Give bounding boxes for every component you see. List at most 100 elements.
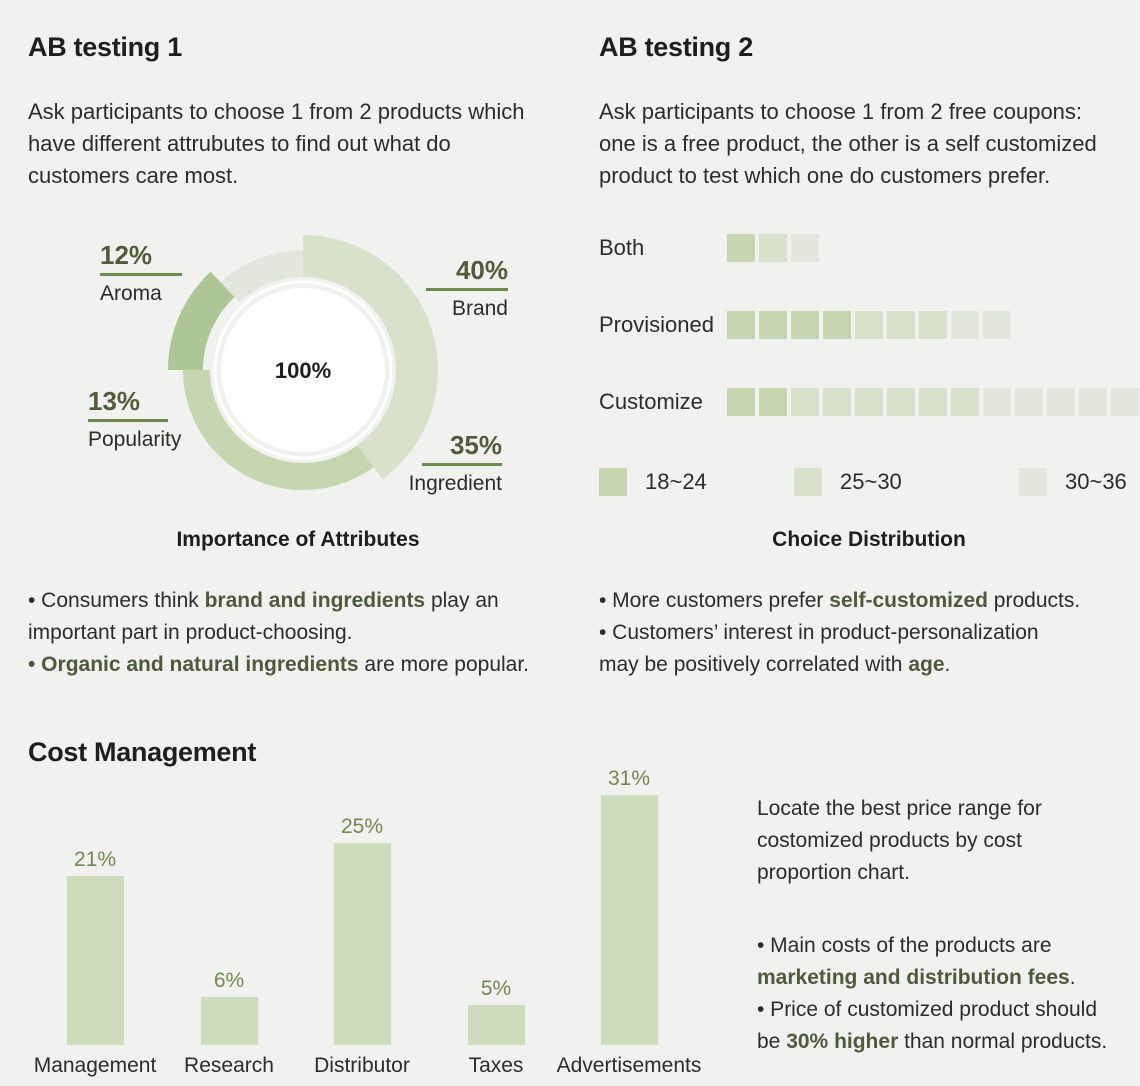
- choice-row-label-customize: Customize: [599, 389, 703, 414]
- donut-slice-aroma: [220, 250, 303, 303]
- ab2-bullet-2-bold: age: [908, 653, 945, 676]
- cost-desc-line-1: Locate the best price range for: [757, 797, 1042, 820]
- cost-description: Locate the best price range for costomiz…: [757, 793, 1137, 889]
- donut-label-brand-rule: [426, 288, 508, 291]
- ab1-bullet-1: • Consumers think brand and ingredients …: [28, 585, 588, 617]
- legend-label-25-30: 25~30: [840, 469, 902, 494]
- donut-label-brand: 40% Brand: [426, 255, 508, 321]
- choice-cell-customize-30~36: [983, 388, 1011, 416]
- donut-label-aroma-rule: [100, 273, 182, 276]
- ab1-bullet-1-pre: • Consumers think: [28, 589, 205, 612]
- cost-bar-category-management: Management: [33, 1054, 157, 1077]
- cost-desc-line-2: costomized products by cost: [757, 829, 1022, 852]
- choice-cell-customize-30~36: [1015, 388, 1043, 416]
- ab2-bullet-2-post: .: [944, 653, 951, 676]
- cost-bullet-2-line1: • Price of customized product should: [757, 998, 1098, 1021]
- choice-cell-customize-25~30: [951, 388, 979, 416]
- choice-row-label-provisioned: Provisioned: [599, 312, 714, 337]
- ab2-bullet-2: may be positively correlated with age.: [599, 649, 1140, 681]
- choice-cell-customize-30~36: [1111, 388, 1139, 416]
- choice-cell-provisioned-25~30: [919, 311, 947, 339]
- legend-25-30: 25~30: [794, 468, 902, 496]
- ab2-description: Ask participants to choose 1 from 2 free…: [599, 96, 1139, 192]
- ab1-bullets: • Consumers think brand and ingredients …: [28, 585, 588, 681]
- legend-30-36: 30~36: [1019, 468, 1127, 496]
- donut-label-popularity: 13% Popularity: [88, 386, 198, 452]
- cost-bar-category-research: Research: [184, 1054, 274, 1077]
- choice-distribution-chart: [727, 234, 1139, 416]
- cost-bar-distributor: [333, 843, 391, 1045]
- ab2-title: AB testing 2: [599, 32, 753, 62]
- ab1-bullet-2: • Organic and natural ingredients are mo…: [28, 649, 588, 681]
- choice-cell-customize-25~30: [887, 388, 915, 416]
- ab1-bullet-1-bold: brand and ingredients: [204, 589, 426, 612]
- choice-cell-provisioned-18~24: [791, 311, 819, 339]
- attributes-donut-chart: 100%: [168, 235, 438, 490]
- choice-cell-provisioned-25~30: [887, 311, 915, 339]
- cost-bar-category-advertisements: Advertisements: [556, 1054, 702, 1077]
- ab1-desc-line-2: have different attrubutes to find out wh…: [28, 131, 451, 156]
- ab2-desc-line-3: product to test which one do customers p…: [599, 163, 1051, 188]
- cost-bullets: • Main costs of the products are marketi…: [757, 930, 1140, 1058]
- cost-bar-value-taxes: 5%: [480, 976, 512, 1000]
- donut-label-aroma-name: Aroma: [100, 282, 162, 305]
- legend-swatch-30-36: [1019, 468, 1047, 496]
- cost-bar-category-taxes: Taxes: [468, 1054, 524, 1077]
- cost-title: Cost Management: [28, 737, 257, 767]
- choice-cell-provisioned-18~24: [727, 311, 755, 339]
- legend-label-30-36: 30~36: [1065, 469, 1127, 494]
- cost-bullet-2-pre: be: [757, 1030, 787, 1053]
- cost-bullet-1-post: .: [1069, 966, 1076, 989]
- donut-label-popularity-pct: 13%: [88, 386, 141, 416]
- ab1-title: AB testing 1: [28, 32, 182, 62]
- cost-bullet-1-bold: marketing and distribution fees: [757, 966, 1070, 989]
- donut-label-ingredient-rule: [422, 463, 502, 466]
- cost-bar-advertisements: [600, 795, 658, 1045]
- cost-bullet-2: be 30% higher than normal products.: [757, 1026, 1140, 1058]
- donut-label-brand-name: Brand: [451, 297, 508, 320]
- donut-label-aroma: 12% Aroma: [100, 240, 182, 306]
- cost-bar-management: [66, 875, 124, 1045]
- cost-bullet-2-bold: 30% higher: [786, 1030, 899, 1053]
- cost-bar-value-distributor: 25%: [340, 815, 384, 839]
- ab2-bullet-1: • More customers prefer self-customized …: [599, 585, 1140, 617]
- cost-bar-value-management: 21%: [73, 847, 117, 871]
- cost-bullet-2-post: than normal products.: [898, 1030, 1108, 1053]
- choice-cell-both-30~36: [791, 234, 819, 262]
- donut-label-brand-pct: 40%: [455, 255, 508, 285]
- ab2-bullet-1-post: products.: [987, 589, 1081, 612]
- legend-label-18-24: 18~24: [645, 469, 707, 494]
- ab2-bullet-1-pre: • More customers prefer: [599, 589, 830, 612]
- choice-cell-customize-25~30: [823, 388, 851, 416]
- donut-slice-popularity: [168, 271, 235, 370]
- donut-center: [221, 288, 385, 452]
- donut-center-label: 100%: [275, 358, 331, 383]
- choice-cell-provisioned-30~36: [983, 311, 1011, 339]
- choice-cell-provisioned-18~24: [823, 311, 851, 339]
- choice-cell-provisioned-18~24: [759, 311, 787, 339]
- cost-bar-value-advertisements: 31%: [607, 767, 651, 790]
- choice-cell-both-18~24: [727, 234, 755, 262]
- donut-slice-ingredient: [183, 370, 374, 490]
- ab2-bullet-2-line1: • Customers’ interest in product-persona…: [599, 621, 1039, 644]
- ab2-desc-line-1: Ask participants to choose 1 from 2 free…: [599, 99, 1083, 124]
- choice-cell-customize-18~24: [759, 388, 787, 416]
- ab1-bullet-1-post: play an: [425, 589, 499, 612]
- cost-bar-category-distributor: Distributor: [314, 1054, 410, 1077]
- ab1-bullet-2-bold: • Organic and natural ingredients: [28, 653, 359, 676]
- ab1-bullet-2-post: are more popular.: [358, 653, 530, 676]
- cost-bar-taxes: [467, 1004, 525, 1045]
- choice-cell-customize-18~24: [727, 388, 755, 416]
- donut-label-ingredient: 35% Ingredient: [396, 430, 502, 496]
- cost-desc-line-3: proportion chart.: [757, 861, 910, 884]
- ab2-desc-line-2: one is a free product, the other is a se…: [599, 131, 1097, 156]
- choice-cell-customize-25~30: [919, 388, 947, 416]
- choice-cell-provisioned-25~30: [855, 311, 883, 339]
- ab2-chart-caption: Choice Distribution: [772, 528, 966, 551]
- choice-cell-customize-25~30: [855, 388, 883, 416]
- ab1-desc-line-3: customers care most.: [28, 163, 239, 188]
- choice-cell-customize-30~36: [1079, 388, 1107, 416]
- ab1-desc-line-1: Ask participants to choose 1 from 2 prod…: [28, 99, 525, 124]
- ab1-chart-caption: Importance of Attributes: [176, 528, 420, 551]
- choice-cell-both-25~30: [759, 234, 787, 262]
